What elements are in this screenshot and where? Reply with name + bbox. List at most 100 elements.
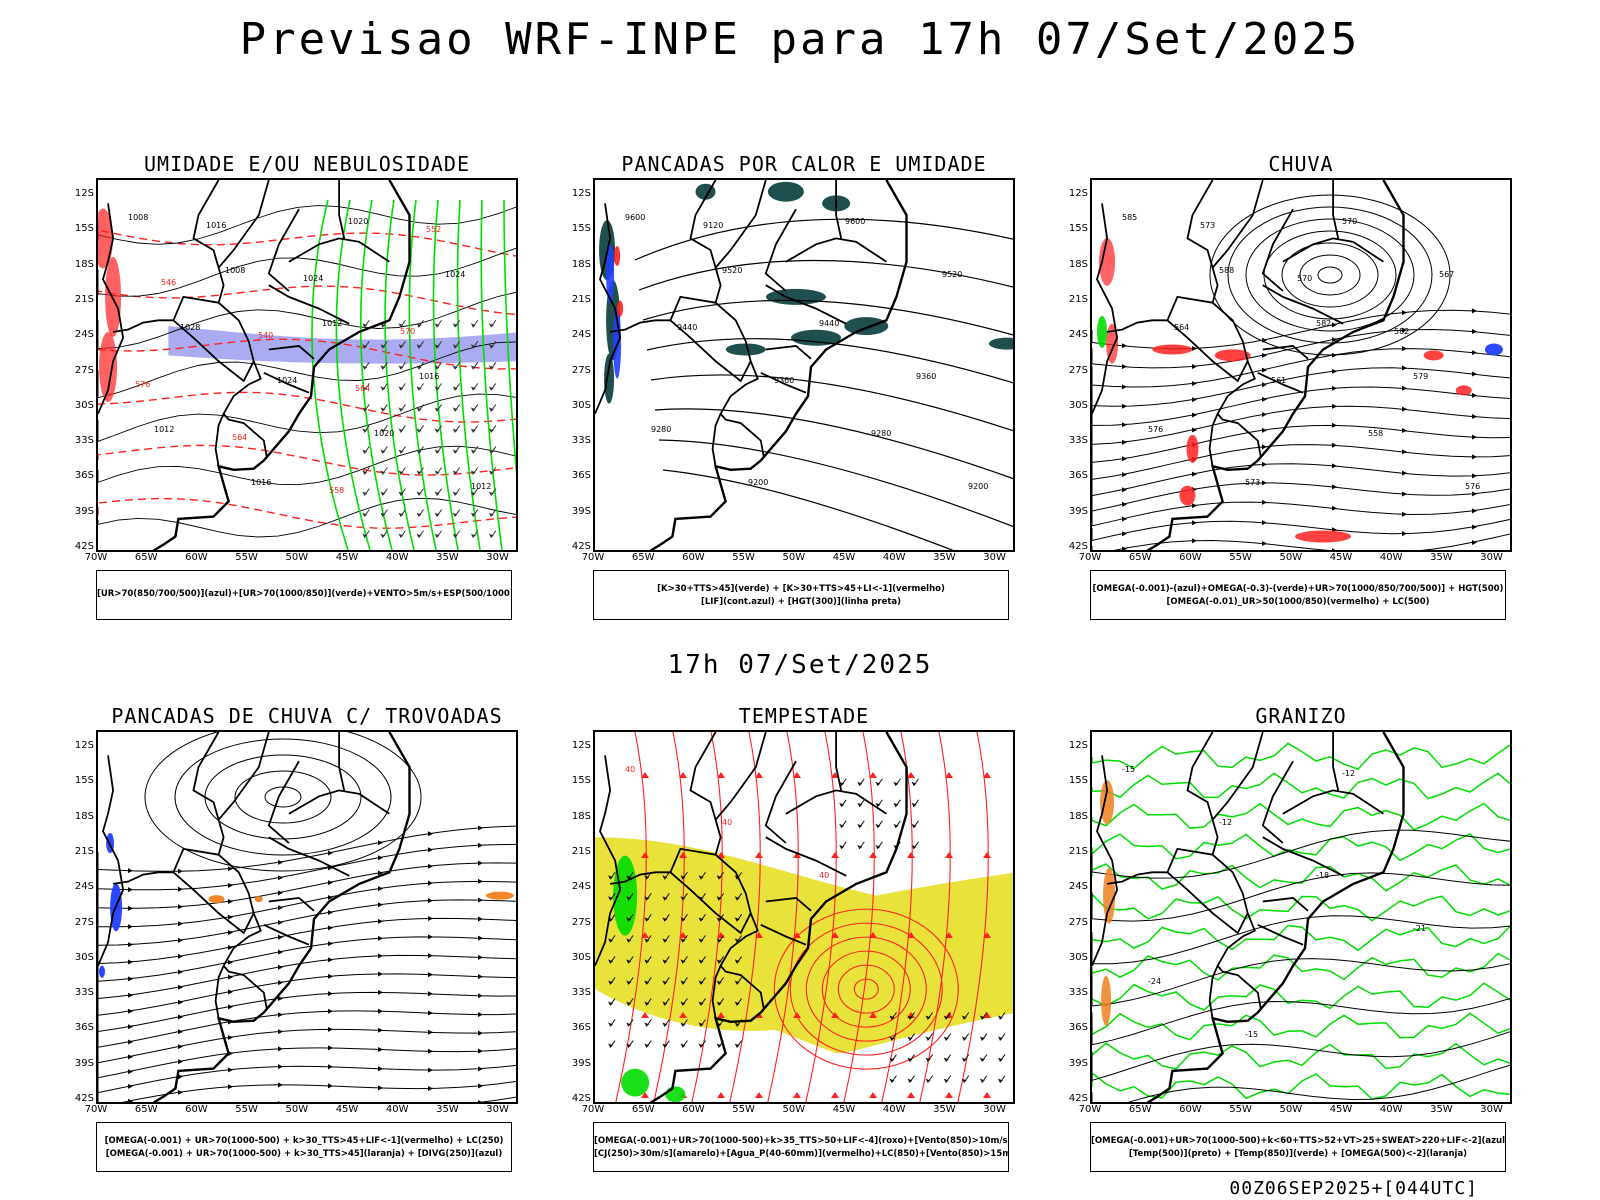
lat-label: 15S <box>74 223 94 235</box>
lon-label: 40W <box>1379 1104 1403 1115</box>
legend-umidade: [UR>70(850/700/500)](azul)+[UR>70(1000/8… <box>96 570 512 620</box>
lat-label: 27S <box>1068 364 1088 376</box>
contour-label: 567 <box>1439 270 1454 279</box>
lon-label: 40W <box>385 1104 409 1115</box>
contour-label: 564 <box>355 384 370 393</box>
contour-label: 9520 <box>722 266 742 275</box>
contour-label: -24 <box>1148 977 1161 986</box>
contour-label: 9600 <box>845 217 865 226</box>
legend-line: [UR>70(850/700/500)](azul)+[UR>70(1000/8… <box>97 589 511 599</box>
contour-label: 9280 <box>651 425 671 434</box>
lat-label: 12S <box>74 740 94 751</box>
lat-label: 30S <box>571 951 591 963</box>
map-graphic-tempestade: 40 40 40 <box>595 732 1013 1102</box>
contour-label: 564 <box>232 433 247 442</box>
contour-label: 9120 <box>703 221 723 230</box>
lat-label: 27S <box>74 916 94 928</box>
lat-label: 39S <box>571 1057 591 1069</box>
contour-label: 1016 <box>206 221 226 230</box>
lon-label: 30W <box>1480 552 1503 563</box>
lon-label: 35W <box>933 552 956 563</box>
legend-line: [OMEGA(-0.01)_UR>50(1000/850)(vermelho) … <box>1166 597 1430 607</box>
contour-label: 558 <box>329 486 344 495</box>
map-graphic-granizo: -15 -12 -18 -21 -24 -15 -12 <box>1092 732 1510 1102</box>
contour-label: -18 <box>1316 871 1329 880</box>
lon-label: 50W <box>782 1104 806 1115</box>
contour-label: 585 <box>1122 213 1137 222</box>
lon-label: 65W <box>631 1104 655 1115</box>
lat-label: 33S <box>571 987 591 999</box>
contour-label: 1016 <box>419 372 439 381</box>
lat-label: 30S <box>74 399 94 411</box>
contour-label: 558 <box>1368 429 1383 438</box>
contour-label: 1012 <box>322 319 342 328</box>
panel-title-pancadas-calor: PANCADAS POR CALOR E UMIDADE <box>621 152 987 176</box>
lon-label: 30W <box>983 552 1006 563</box>
map-chuva: 585 588 582 579 576 573 570 567 564 561 558 576 573 5… <box>1090 178 1512 552</box>
lat-label: 27S <box>74 364 94 376</box>
lat-label: 15S <box>571 775 591 787</box>
contour-label: 552 <box>426 225 441 234</box>
lat-label: 21S <box>571 293 591 305</box>
lat-label: 24S <box>74 329 94 341</box>
lat-label: 24S <box>74 881 94 893</box>
lat-label: 12S <box>571 740 591 751</box>
lat-label: 30S <box>1068 399 1088 411</box>
contour-label: 570 <box>1297 274 1312 283</box>
lat-label: 15S <box>571 223 591 235</box>
lat-label: 18S <box>1068 810 1088 822</box>
lon-label: 70W <box>581 552 605 563</box>
lon-label: 35W <box>1430 552 1453 563</box>
lat-label: 36S <box>74 470 94 482</box>
lon-label: 45W <box>832 1104 856 1115</box>
lat-label: 42S <box>74 1093 94 1104</box>
lat-label: 33S <box>1068 435 1088 447</box>
contour-label: 582 <box>1394 327 1409 336</box>
lon-label: 30W <box>983 1104 1006 1115</box>
lon-label: 60W <box>682 1104 705 1115</box>
lat-label: 36S <box>74 1022 94 1034</box>
lat-label: 30S <box>74 951 94 963</box>
lon-label: 55W <box>732 1104 755 1115</box>
contour-label: 564 <box>1174 323 1189 332</box>
lon-label: 60W <box>682 552 705 563</box>
legend-line: [LIF](cont.azul) + [HGT(300)](linha pret… <box>700 597 902 607</box>
contour-label: 576 <box>1148 425 1163 434</box>
lat-label: 39S <box>1068 505 1088 517</box>
lat-label: 33S <box>74 987 94 999</box>
contour-label: 588 <box>1219 266 1234 275</box>
contour-label: 9200 <box>748 478 768 487</box>
contour-label: -21 <box>1413 924 1426 933</box>
lon-label: 40W <box>882 552 906 563</box>
lon-label: 70W <box>84 1104 108 1115</box>
lon-label: 30W <box>1480 1104 1503 1115</box>
forecast-run-stamp: 00Z06SEP2025+[044UTC] <box>1229 1178 1478 1199</box>
map-pancadas-calor: 9600 9520 9440 9360 9280 9200 9600 9520 9440 9360… <box>593 178 1015 552</box>
lon-label: 55W <box>235 552 258 563</box>
lon-label: 60W <box>1179 552 1202 563</box>
lat-label: 21S <box>74 845 94 857</box>
lat-label: 36S <box>1068 1022 1088 1034</box>
contour-label: 9440 <box>677 323 697 332</box>
legend-line: [OMEGA(-0.001)-(azul)+OMEGA(-0.3)-(verde… <box>1092 584 1504 594</box>
contour-label: 9520 <box>942 270 962 279</box>
lat-label: 21S <box>74 293 94 305</box>
contour-label: 1024 <box>445 270 465 279</box>
legend-line: [OMEGA(-0.001)+UR>70(1000-500)+k>35_TTS>… <box>594 1136 1008 1146</box>
contour-label: 1024 <box>303 274 323 283</box>
panel-title-pancadas-trovoadas: PANCADAS DE CHUVA C/ TROVOADAS <box>111 704 503 728</box>
lat-label: 39S <box>74 1057 94 1069</box>
lon-label: 35W <box>436 552 459 563</box>
legend-line: [Temp(500)](preto) + [Temp(850)](verde) … <box>1128 1149 1468 1159</box>
contour-label: -12 <box>1342 769 1355 778</box>
legend-granizo: [OMEGA(-0.001)+UR>70(1000-500)+k<60+TTS>… <box>1090 1122 1506 1172</box>
legend-line: [K>30+TTS>45](verde) + [K>30+TTS>45+LI<-… <box>657 584 945 594</box>
lon-label: 35W <box>933 1104 956 1115</box>
lat-label: 21S <box>1068 293 1088 305</box>
lat-label: 27S <box>571 916 591 928</box>
lat-label: 15S <box>74 775 94 787</box>
contour-label: 9360 <box>916 372 936 381</box>
contour-label: 40 <box>819 871 829 880</box>
main-title: Previsao WRF-INPE para 17h 07/Set/2025 <box>239 14 1361 65</box>
lat-label: 36S <box>571 470 591 482</box>
